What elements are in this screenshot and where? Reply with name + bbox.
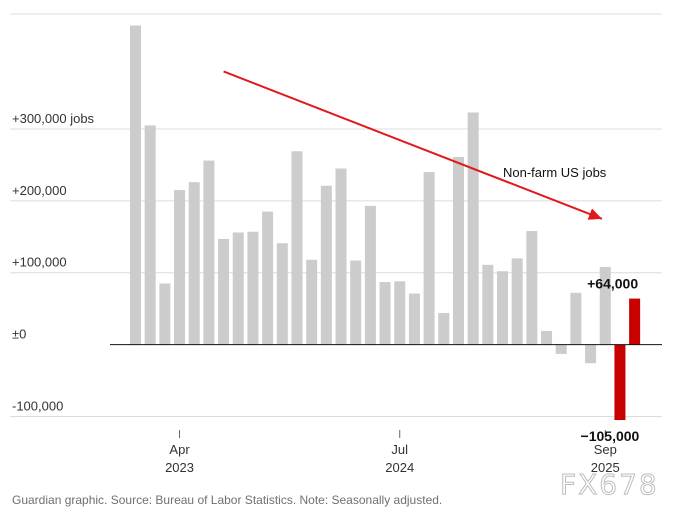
bar — [335, 168, 347, 345]
bar — [408, 293, 420, 345]
bar — [144, 125, 156, 345]
bar — [452, 157, 464, 345]
bar — [599, 266, 611, 345]
bar — [350, 260, 362, 345]
bar — [438, 312, 450, 345]
x-tick-month: Apr — [169, 442, 190, 457]
bar — [364, 205, 376, 345]
bar — [188, 182, 200, 345]
y-tick-label: -100,000 — [12, 398, 63, 413]
bar — [614, 344, 626, 421]
y-tick-label: +100,000 — [12, 255, 67, 270]
bar — [482, 264, 494, 345]
source-note: Guardian graphic. Source: Bureau of Labo… — [12, 493, 443, 507]
y-tick-label: +200,000 — [12, 183, 67, 198]
trend-label: Non-farm US jobs — [503, 165, 607, 180]
value-label: −105,000 — [581, 428, 640, 444]
bar — [570, 292, 582, 345]
x-tick-year: 2025 — [591, 460, 620, 475]
trend-arrow-line — [223, 70, 603, 220]
bar — [379, 282, 391, 345]
bar — [394, 281, 406, 345]
x-tick-month: Sep — [594, 442, 617, 457]
bar — [159, 283, 171, 345]
bar — [423, 172, 435, 345]
bar — [218, 238, 230, 345]
bar — [629, 298, 641, 345]
bar — [585, 344, 597, 364]
x-tick-year: 2023 — [165, 460, 194, 475]
trend-arrow-head — [587, 208, 602, 220]
bar — [130, 25, 141, 345]
y-tick-label: +300,000 jobs — [12, 111, 95, 126]
bar — [262, 211, 274, 345]
bar — [232, 232, 244, 345]
x-tick-month: Jul — [391, 442, 408, 457]
watermark: FX678 — [560, 468, 659, 502]
bar — [467, 112, 479, 345]
bar — [306, 259, 318, 345]
bar — [511, 258, 523, 345]
bar — [320, 185, 332, 345]
y-tick-label: ±0 — [12, 327, 26, 342]
bar — [497, 271, 508, 345]
bar — [203, 160, 215, 345]
bar — [541, 330, 553, 345]
bar — [276, 243, 288, 345]
bar — [247, 231, 259, 345]
bar — [291, 151, 303, 345]
bar — [555, 344, 567, 354]
bar — [526, 231, 538, 345]
x-tick-year: 2024 — [385, 460, 414, 475]
bar — [174, 190, 186, 345]
value-label: +64,000 — [587, 276, 638, 292]
